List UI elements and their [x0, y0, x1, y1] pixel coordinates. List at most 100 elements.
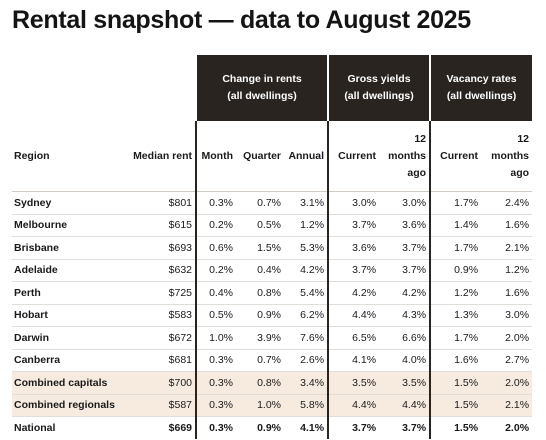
vacancy-ago-cell: 2.1% [481, 394, 533, 417]
table-row-combined: Combined regionals $587 0.3% 1.0% 5.8% 4… [12, 394, 533, 417]
group-header-gross-yields: Gross yields (all dwellings) [327, 55, 431, 121]
table-row: Adelaide $632 0.2% 0.4% 4.2% 3.7% 3.7% 0… [12, 259, 533, 282]
group-header-change-in-rents: Change in rents (all dwellings) [194, 55, 329, 121]
annual-cell: 5.4% [284, 281, 329, 305]
quarter-cell: 0.4% [236, 259, 284, 282]
median-rent-cell: $615 [120, 214, 196, 237]
table-row: Darwin $672 1.0% 3.9% 7.6% 6.5% 6.6% 1.7… [12, 326, 533, 350]
gross-current-cell: 3.7% [327, 259, 380, 282]
vacancy-current-cell: 0.9% [429, 259, 482, 282]
median-rent-cell: $583 [120, 304, 196, 327]
vacancy-current-cell: 1.5% [429, 416, 482, 439]
region-cell: Brisbane [12, 236, 120, 260]
vacancy-ago-cell: 2.0% [481, 326, 533, 350]
month-cell: 0.3% [195, 394, 236, 417]
table-row: Canberra $681 0.3% 0.7% 2.6% 4.1% 4.0% 1… [12, 349, 533, 372]
gross-ago-cell: 3.5% [379, 371, 431, 395]
table-row-national: National $669 0.3% 0.9% 4.1% 3.7% 3.7% 1… [12, 416, 533, 439]
group-header-change-line2: (all dwellings) [227, 90, 297, 102]
vacancy-ago-cell: 2.4% [481, 191, 533, 215]
annual-cell: 5.8% [284, 394, 329, 417]
quarter-cell: 0.8% [236, 281, 284, 305]
month-cell: 0.3% [195, 416, 236, 439]
group-header-gross-line1: Gross yields [347, 73, 411, 85]
table-row: Hobart $583 0.5% 0.9% 6.2% 4.4% 4.3% 1.3… [12, 304, 533, 327]
gross-ago-cell: 3.0% [379, 191, 431, 215]
median-rent-cell: $587 [120, 394, 196, 417]
vacancy-current-cell: 1.4% [429, 214, 482, 237]
gross-ago-cell: 4.3% [379, 304, 431, 327]
column-header-gross-ago-line1: 12 [414, 132, 427, 145]
annual-cell: 4.2% [284, 259, 329, 282]
group-header-vacancy-line2: (all dwellings) [446, 90, 517, 102]
column-header-vac-ago-line1: 12 [517, 132, 530, 145]
gross-current-cell: 4.1% [327, 349, 380, 372]
quarter-cell: 1.0% [236, 394, 284, 417]
vacancy-ago-cell: 1.2% [481, 259, 533, 282]
group-header-blank [12, 55, 196, 121]
gross-current-cell: 4.4% [327, 304, 380, 327]
annual-cell: 2.6% [284, 349, 329, 372]
vacancy-ago-cell: 2.7% [481, 349, 533, 372]
group-header-change-line1: Change in rents [222, 73, 302, 85]
month-cell: 1.0% [195, 326, 236, 350]
month-cell: 0.2% [195, 259, 236, 282]
table-row: Sydney $801 0.3% 0.7% 3.1% 3.0% 3.0% 1.7… [12, 191, 533, 215]
quarter-cell: 1.5% [236, 236, 284, 260]
column-header-vac-ago-line2: months [491, 149, 530, 162]
month-cell: 0.3% [195, 371, 236, 395]
month-cell: 0.6% [195, 236, 236, 260]
region-cell: Perth [12, 281, 120, 305]
column-header-gross-current: Current [327, 121, 380, 192]
group-header-vacancy-line1: Vacancy rates [446, 73, 517, 85]
region-cell: Melbourne [12, 214, 120, 237]
gross-current-cell: 4.4% [327, 394, 380, 417]
median-rent-cell: $725 [120, 281, 196, 305]
vacancy-current-cell: 1.7% [429, 191, 482, 215]
annual-cell: 5.3% [284, 236, 329, 260]
vacancy-current-cell: 1.2% [429, 281, 482, 305]
median-rent-cell: $669 [120, 416, 196, 439]
page-title: Rental snapshot — data to August 2025 [12, 6, 471, 34]
month-cell: 0.3% [195, 191, 236, 215]
rental-snapshot-table: Change in rents (all dwellings) Gross yi… [12, 55, 533, 439]
region-cell: Adelaide [12, 259, 120, 282]
group-header-gross-line2: (all dwellings) [344, 90, 414, 102]
vacancy-current-cell: 1.5% [429, 394, 482, 417]
annual-cell: 3.1% [284, 191, 329, 215]
annual-cell: 1.2% [284, 214, 329, 237]
region-cell: Hobart [12, 304, 120, 327]
gross-current-cell: 3.0% [327, 191, 380, 215]
median-rent-cell: $672 [120, 326, 196, 350]
vacancy-current-cell: 1.7% [429, 236, 482, 260]
table-row: Brisbane $693 0.6% 1.5% 5.3% 3.6% 3.7% 1… [12, 236, 533, 260]
month-cell: 0.4% [195, 281, 236, 305]
quarter-cell: 0.9% [236, 416, 284, 439]
vacancy-current-cell: 1.5% [429, 371, 482, 395]
region-cell: Canberra [12, 349, 120, 372]
vacancy-ago-cell: 1.6% [481, 214, 533, 237]
vacancy-ago-cell: 2.0% [481, 416, 533, 439]
column-header-quarter: Quarter [236, 121, 284, 192]
gross-current-cell: 4.2% [327, 281, 380, 305]
group-header-row: Change in rents (all dwellings) Gross yi… [12, 55, 533, 121]
column-header-median-rent: Median rent [120, 121, 196, 192]
median-rent-cell: $681 [120, 349, 196, 372]
vacancy-ago-cell: 2.0% [481, 371, 533, 395]
month-cell: 0.3% [195, 349, 236, 372]
gross-current-cell: 3.6% [327, 236, 380, 260]
quarter-cell: 0.5% [236, 214, 284, 237]
column-header-vacancy-12-months-ago: 12 months ago [481, 121, 533, 192]
median-rent-cell: $632 [120, 259, 196, 282]
gross-ago-cell: 4.2% [379, 281, 431, 305]
region-cell: Combined capitals [12, 371, 120, 395]
median-rent-cell: $801 [120, 191, 196, 215]
vacancy-ago-cell: 2.1% [481, 236, 533, 260]
table-row: Melbourne $615 0.2% 0.5% 1.2% 3.7% 3.6% … [12, 214, 533, 237]
month-cell: 0.5% [195, 304, 236, 327]
gross-current-cell: 3.7% [327, 416, 380, 439]
vacancy-ago-cell: 3.0% [481, 304, 533, 327]
annual-cell: 4.1% [284, 416, 329, 439]
group-header-vacancy-rates: Vacancy rates (all dwellings) [429, 55, 533, 121]
median-rent-cell: $700 [120, 371, 196, 395]
